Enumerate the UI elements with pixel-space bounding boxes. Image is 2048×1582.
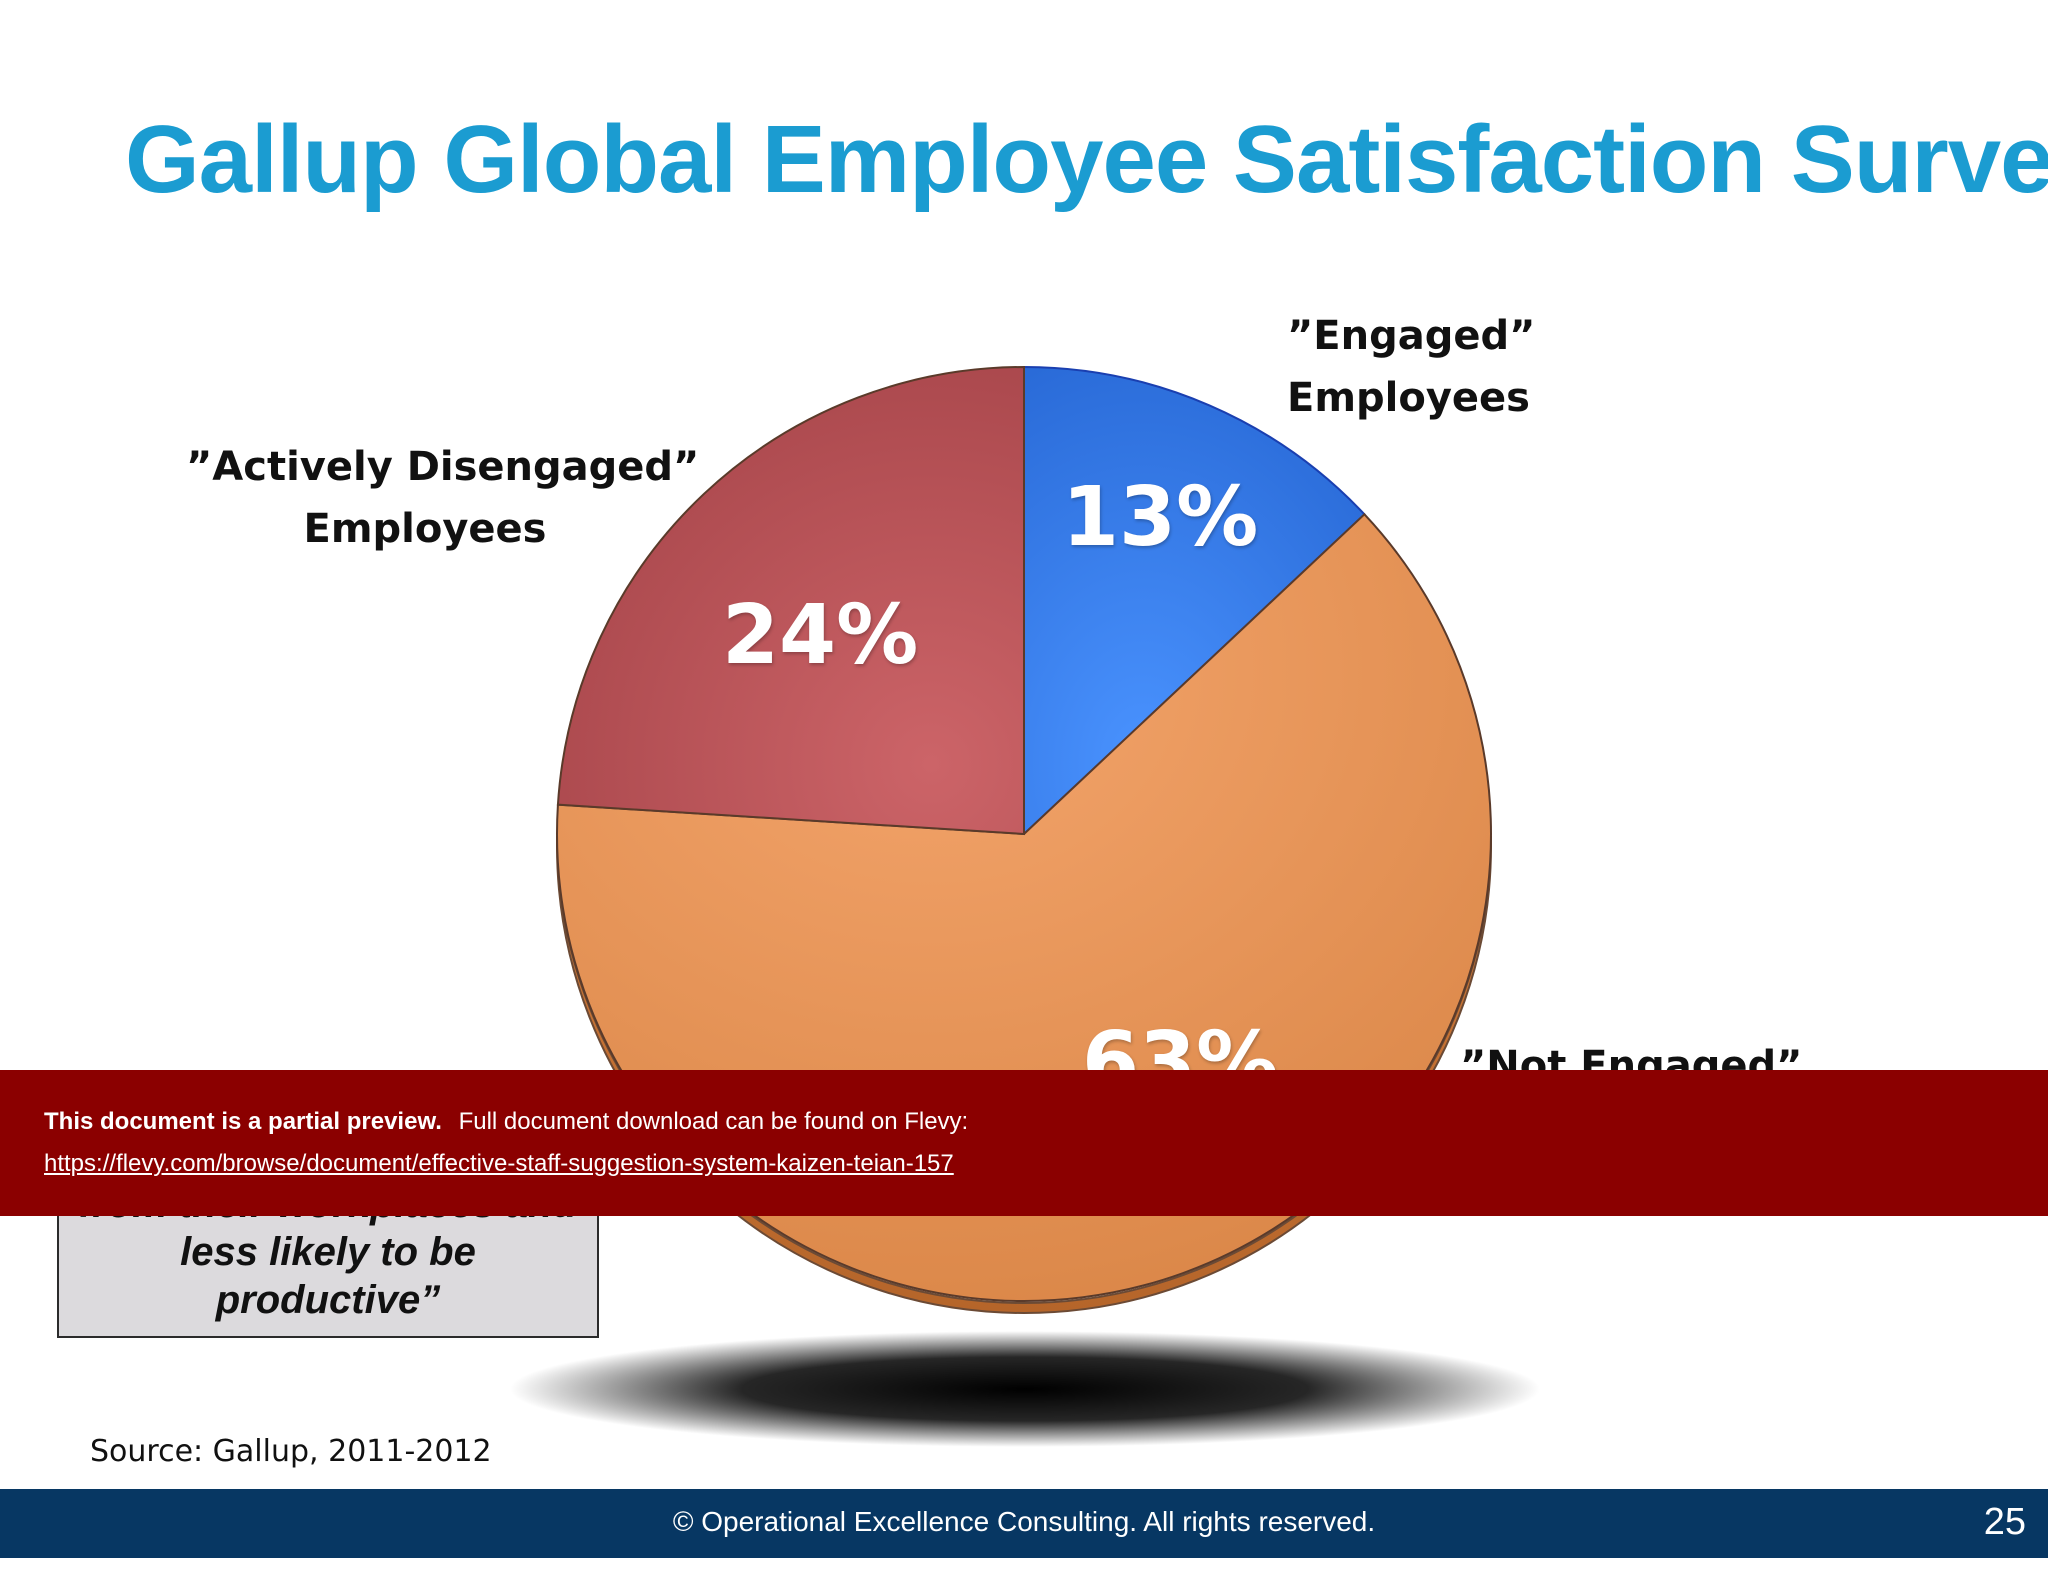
slice-value-engaged: 13% [1062,470,1259,565]
source-note: Source: Gallup, 2011-2012 [90,1434,492,1469]
footer-copyright: © Operational Excellence Consulting. All… [672,1506,1376,1537]
pie-shadow [510,1331,1540,1447]
engaged-label-line2: Employees [1287,375,1530,421]
footer-bar: © Operational Excellence Consulting. All… [0,1489,2048,1558]
slice-value-disengaged: 24% [722,588,919,683]
banner-text: Full document download can be found on F… [458,1108,969,1135]
disengaged-label-line2: Employees [303,506,547,552]
banner-download-link[interactable]: https://flevy.com/browse/document/effect… [44,1150,954,1177]
banner-bold-text: This document is a partial preview. [44,1108,442,1135]
disengaged-label-line1: ”Actively Disengaged” [186,444,700,490]
pie-slice-engaged [1023,365,1366,837]
page-number: 25 [1983,1501,2026,1543]
quote-line-3: productive” [215,1278,441,1322]
disengaged-label: ”Actively Disengaged” Employees [186,436,700,560]
pie-slice-disengaged [556,365,1025,836]
banner-message: This document is a partial preview. Full… [44,1108,968,1136]
quote-line-2: less likely to be [180,1230,476,1274]
engaged-label: ”Engaged” Employees [1287,305,1535,429]
preview-banner: This document is a partial preview. Full… [0,1070,2048,1216]
engaged-label-line1: ”Engaged” [1287,313,1536,359]
slide-title: Gallup Global Employee Satisfaction Surv… [125,106,2048,213]
